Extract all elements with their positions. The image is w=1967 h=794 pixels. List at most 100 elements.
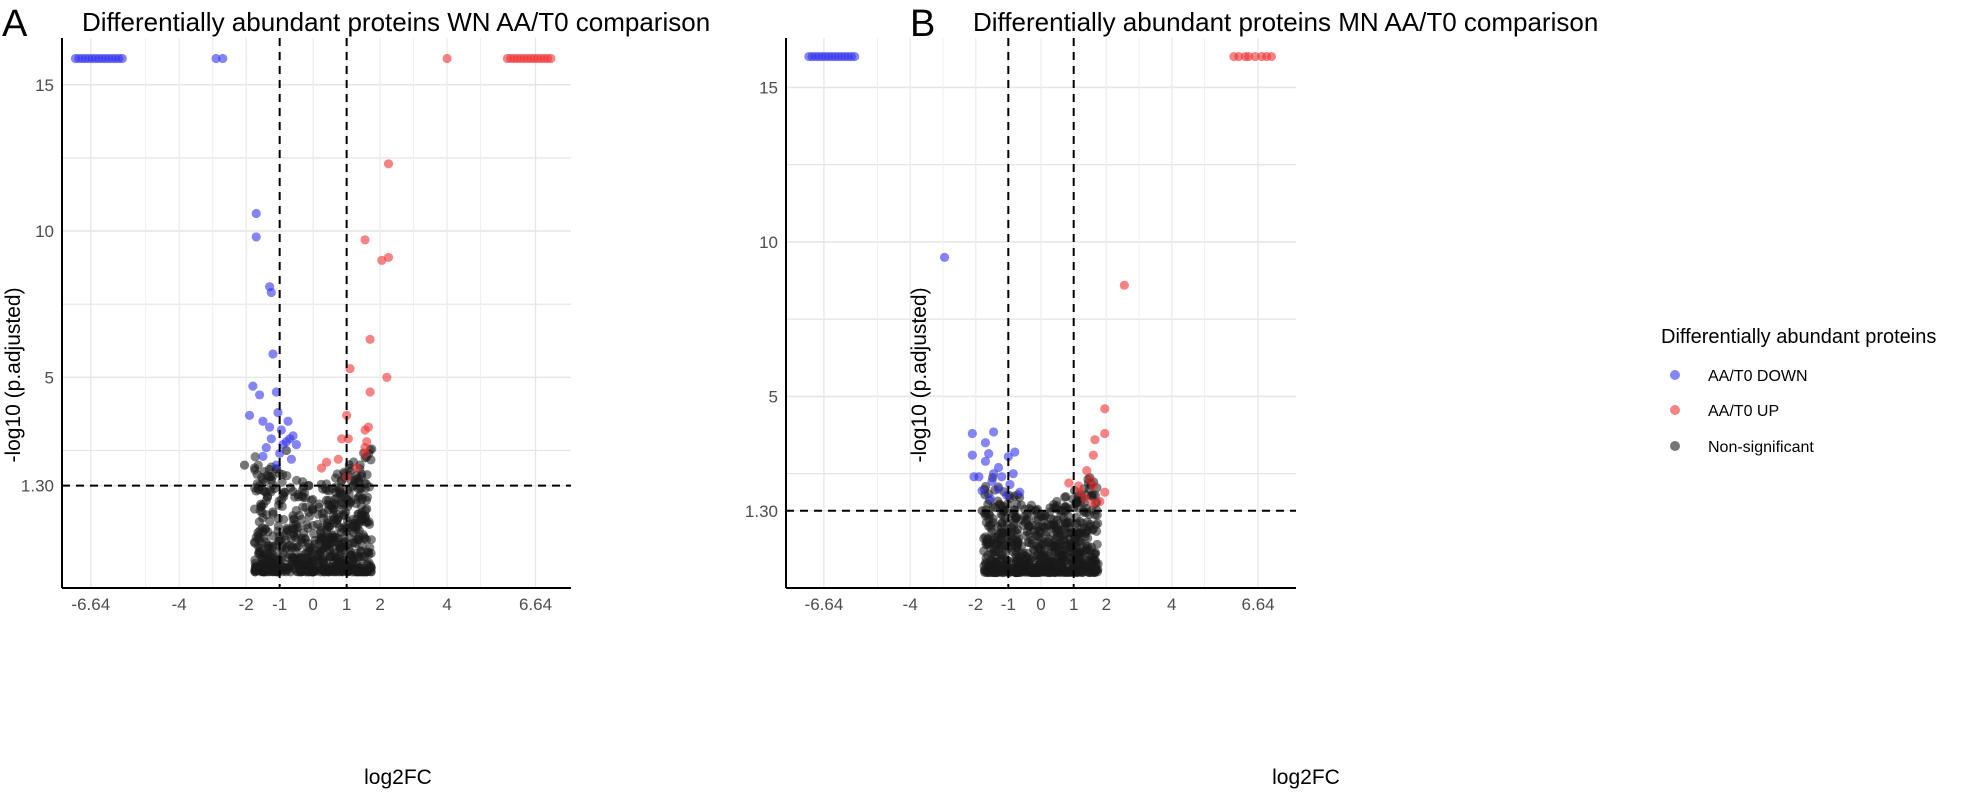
nonsig-point [288,528,299,538]
data-point [1088,450,1098,460]
nonsig-point [1040,510,1051,521]
nonsig-point [288,486,298,497]
data-point [987,476,997,486]
panel-letter: A [2,3,28,45]
nonsig-point [1020,560,1030,570]
nonsig-point [273,566,283,576]
legend: Differentially abundant proteins AA/T0 D… [1661,326,1936,456]
nonsig-point [272,548,282,558]
nonsig-point [303,523,313,533]
nonsig-point [1020,504,1030,514]
data-point [275,448,285,459]
nonsig-point [256,501,266,511]
data-point [266,287,276,298]
data-point [360,235,370,245]
x-tick-label: 4 [1167,595,1176,614]
x-tick-label: 6.64 [519,595,552,614]
nonsig-point [319,567,329,577]
nonsig-point [1002,556,1012,566]
nonsig-point [322,485,332,495]
nonsig-point [295,564,305,574]
nonsig-point [288,552,298,563]
legend-label: Non-significant [1708,439,1814,456]
nonsig-point [250,452,260,462]
data-point [261,442,271,453]
nonsig-point [252,563,262,573]
nonsig-point [334,567,345,577]
legend-swatch [1670,441,1680,451]
data-point [218,53,228,64]
threshold-lines [786,38,1296,588]
x-tick-label: -1 [272,595,287,614]
data-point [254,390,265,400]
data-point [997,472,1007,482]
nonsig-point [346,550,356,560]
nonsig-point [288,511,298,521]
data-point [258,416,268,426]
legend-label: AA/T0 UP [1708,403,1779,420]
nonsig-point [1080,561,1091,571]
nonsig-point [1049,500,1059,510]
x-tick-label: -6.64 [805,595,844,614]
nonsig-point [321,495,332,505]
data-point [248,381,258,391]
nonsig-point [364,566,374,576]
data-point [967,428,977,439]
nonsig-point [1061,555,1071,565]
nonsig-point [1011,553,1021,563]
legend-swatch [1670,370,1680,380]
data-point [974,472,984,482]
x-tick-label: -2 [968,595,983,614]
nonsig-point [345,498,355,508]
nonsig-point [1012,566,1022,576]
data-point [365,387,375,397]
y-tick-label: 15 [35,76,54,95]
nonsig-point [1068,494,1078,504]
nonsig-point [1092,539,1102,549]
data-point [850,51,860,62]
nonsig-point [1016,515,1026,525]
x-tick-label: 4 [442,595,451,614]
x-tick-label: 2 [375,595,384,614]
data-point [291,440,302,450]
data-point [283,416,293,426]
nonsig-point [306,495,317,506]
nonsig-point [1033,514,1043,524]
y-tick-label: 15 [759,78,778,97]
panel-b: B Differentially abundant proteins MN AA… [745,3,1598,789]
nonsig-point [991,567,1001,578]
nonsig-point [1052,515,1062,525]
data-point [1250,51,1260,62]
threshold-lines [62,38,571,588]
nonsig-point [348,528,358,538]
legend-item-nonsig: Non-significant [1670,439,1814,456]
x-tick-label: 6.64 [1242,595,1275,614]
nonsig-point [253,541,263,551]
data-point [316,463,327,473]
data-point [251,208,261,219]
nonsig-point [989,544,1000,554]
data-point [1073,481,1084,491]
data-point [268,349,278,359]
nonsig-point [1000,514,1010,524]
nonsig-point [316,479,326,489]
data-point [1266,51,1277,62]
x-tick-label: -2 [239,595,254,614]
data-point [211,53,221,64]
nonsig-point [1040,562,1050,572]
legend-item-up: AA/T0 UP [1670,403,1779,420]
nonsig-point [1011,546,1021,556]
chart-title: Differentially abundant proteins MN AA/T… [973,7,1598,37]
data-point [1064,478,1074,488]
x-tick-label: -6.64 [71,595,110,614]
y-tick-label: 1.30 [745,502,778,521]
data-point [1243,51,1254,62]
data-point [265,422,275,432]
nonsig-point [280,535,291,545]
nonsig-point [1040,546,1050,556]
x-tick-label: 1 [342,595,351,614]
nonsig-point [337,524,347,534]
data-point [266,434,276,444]
data-point [985,493,995,503]
